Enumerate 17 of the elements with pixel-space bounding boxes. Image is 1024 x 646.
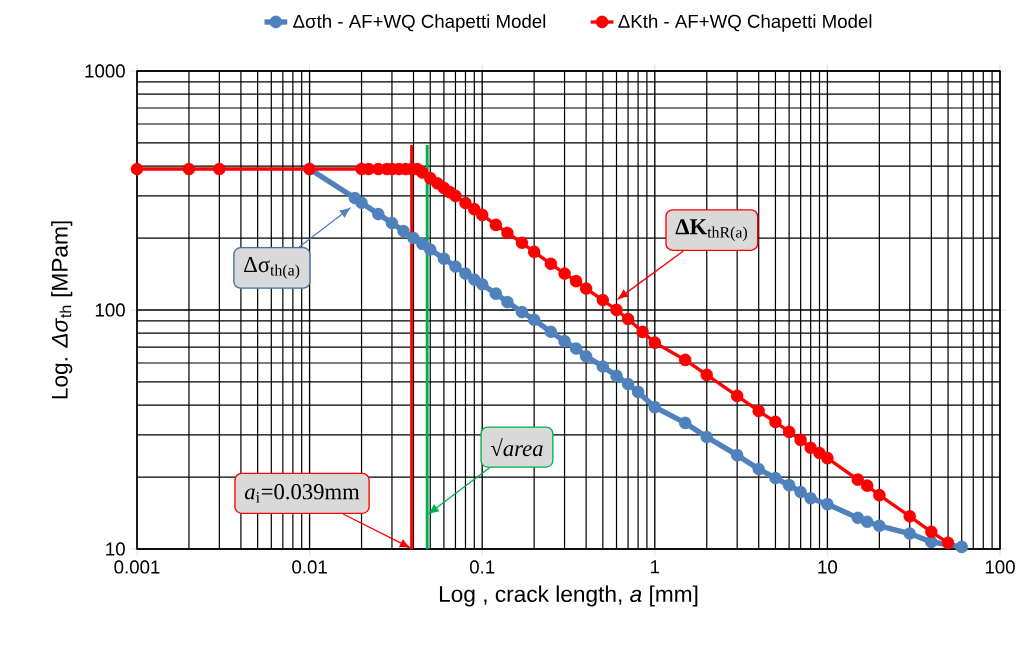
y-tick-label: 10 bbox=[106, 542, 125, 556]
x-tick-label: 100 bbox=[985, 560, 1015, 574]
y-tick-label: 1000 bbox=[85, 64, 125, 78]
x-tick-label: 0.1 bbox=[469, 560, 495, 574]
x-axis-title: Log , crack length, a [mm] bbox=[439, 585, 698, 607]
x-tick-label: 0.001 bbox=[114, 560, 160, 574]
legend-label: ΔKth - AF+WQ Chapetti Model bbox=[618, 14, 872, 32]
x-tick-label: 0.01 bbox=[292, 560, 327, 574]
annotation: Δσ$_{th(a)}$ bbox=[244, 257, 300, 279]
ref-line-label: √area bbox=[490, 437, 543, 457]
ref-line-label: a$_{i}$=0.039mm bbox=[244, 484, 360, 503]
x-tick-label: 10 bbox=[818, 560, 838, 574]
y-axis-title: Log. Δσ$_{th}$ [MPam] bbox=[51, 221, 73, 399]
y-tick-label: 100 bbox=[95, 303, 125, 317]
legend-label: Δσth - AF+WQ Chapetti Model bbox=[293, 14, 546, 32]
annotation: ΔK$_{thR(a)}$ bbox=[675, 219, 747, 241]
x-tick-label: 1 bbox=[651, 560, 660, 574]
